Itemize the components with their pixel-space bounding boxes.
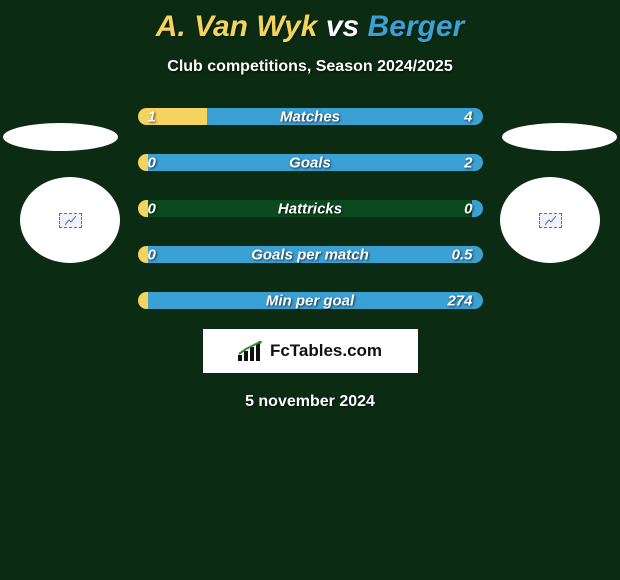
subtitle: Club competitions, Season 2024/2025 [0, 58, 620, 76]
stat-value-left: 1 [148, 108, 156, 125]
player1-name: A. Van Wyk [156, 10, 318, 43]
stat-value-right: 4 [464, 108, 472, 125]
stat-label: Goals per match [251, 246, 369, 263]
brand-text: FcTables.com [270, 341, 382, 361]
stat-value-left: 0 [148, 246, 156, 263]
stat-fill-right [207, 108, 483, 125]
brand-chart-icon [238, 341, 264, 361]
stat-label: Min per goal [266, 292, 354, 309]
stat-value-right: 0.5 [452, 246, 473, 263]
player2-badge-circle [500, 177, 600, 263]
stat-fill-left [138, 246, 148, 263]
player1-badge-circle [20, 177, 120, 263]
stat-row: 0 0 Hattricks [138, 200, 483, 217]
decor-ellipse-right [502, 123, 617, 151]
date-label: 5 november 2024 [0, 393, 620, 411]
stat-fill-left [138, 200, 148, 217]
stat-row: 0 0.5 Goals per match [138, 246, 483, 263]
stat-fill-right [472, 200, 482, 217]
stat-value-left: 0 [148, 200, 156, 217]
stat-value-right: 0 [464, 200, 472, 217]
stat-fill-left [138, 292, 148, 309]
brand-badge: FcTables.com [203, 329, 418, 373]
page-title: A. Van Wyk vs Berger [0, 0, 620, 44]
stat-label: Goals [289, 154, 331, 171]
stat-value-left: 0 [148, 154, 156, 171]
stat-label: Matches [280, 108, 340, 125]
vs-separator: vs [326, 10, 359, 43]
stat-row: 274 Min per goal [138, 292, 483, 309]
stat-row: 0 2 Goals [138, 154, 483, 171]
stat-fill-left [138, 154, 148, 171]
placeholder-flag-icon [59, 213, 82, 228]
stat-value-right: 274 [447, 292, 472, 309]
stat-label: Hattricks [278, 200, 342, 217]
player2-name: Berger [368, 10, 465, 43]
comparison-infographic: A. Van Wyk vs Berger Club competitions, … [0, 0, 620, 580]
stat-value-right: 2 [464, 154, 472, 171]
decor-ellipse-left [3, 123, 118, 151]
stat-row: 1 4 Matches [138, 108, 483, 125]
placeholder-flag-icon [539, 213, 562, 228]
